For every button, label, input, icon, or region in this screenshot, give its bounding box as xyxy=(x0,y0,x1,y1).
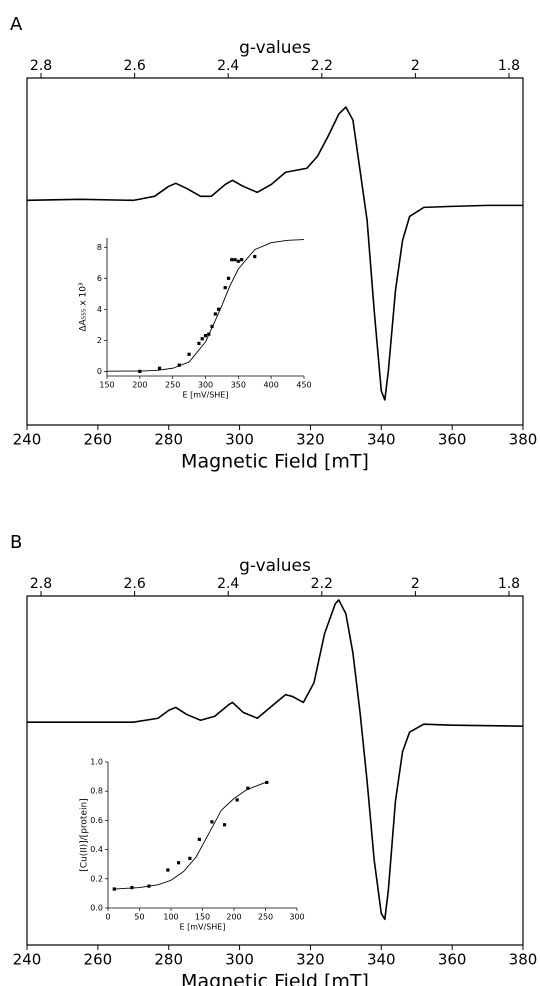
x-tick-label: 300 xyxy=(289,913,304,922)
plot-frame xyxy=(26,595,524,946)
data-point xyxy=(222,823,227,827)
x-tick-label: 0 xyxy=(105,913,110,922)
y-tick-label: 1.0 xyxy=(90,758,103,767)
data-point xyxy=(166,868,170,872)
x-tick-label: 280 xyxy=(154,951,183,969)
data-point xyxy=(223,286,227,290)
x-tick-label: 250 xyxy=(165,381,180,390)
x-tick-label: 450 xyxy=(296,381,311,390)
x2-tick-label: 2.6 xyxy=(123,58,145,74)
y-tick-label: 4 xyxy=(97,305,102,314)
x-tick-label: 250 xyxy=(258,913,273,922)
x-tick-label: 100 xyxy=(163,913,178,922)
panel-label: A xyxy=(10,14,23,35)
fit-line xyxy=(114,782,266,890)
x-tick-label: 240 xyxy=(13,431,42,449)
x2-tick-label: 1.8 xyxy=(498,576,520,592)
plot-frame xyxy=(26,77,524,426)
data-point xyxy=(200,337,204,341)
y-tick-label: 0.8 xyxy=(90,787,103,796)
data-point xyxy=(210,820,214,824)
x-tick-label: 150 xyxy=(99,381,114,390)
x-tick-label: 320 xyxy=(296,951,325,969)
x2-tick-label: 2.8 xyxy=(30,58,52,74)
data-point xyxy=(112,887,116,891)
x-tick-label: 50 xyxy=(134,913,144,922)
x2-axis-title: g-values xyxy=(239,556,311,576)
x2-tick-label: 2.6 xyxy=(123,576,145,592)
y-tick-label: 2 xyxy=(97,336,102,345)
x-tick-label: 340 xyxy=(367,951,396,969)
x-tick-label: 260 xyxy=(84,431,113,449)
data-point xyxy=(177,363,181,367)
spectrum-line xyxy=(27,599,524,921)
x-tick-label: 300 xyxy=(225,951,254,969)
data-point xyxy=(197,341,201,346)
y-tick-label: 0.6 xyxy=(90,816,103,825)
x2-tick-label: 2 xyxy=(411,576,420,592)
x2-tick-label: 2.4 xyxy=(217,58,239,74)
x-axis-title: E [mV/SHE] xyxy=(180,923,226,932)
data-point xyxy=(236,259,240,263)
x-tick-label: 260 xyxy=(84,951,113,969)
data-point xyxy=(197,837,201,841)
x2-tick-label: 2.2 xyxy=(311,58,333,74)
y-tick-label: 0.4 xyxy=(90,845,103,854)
x2-tick-label: 1.8 xyxy=(498,58,520,74)
x2-tick-label: 2 xyxy=(411,58,420,74)
data-point xyxy=(210,324,214,328)
x2-axis-title: g-values xyxy=(239,38,311,58)
x-axis-title: Magnetic Field [mT] xyxy=(181,971,369,986)
x-tick-label: 300 xyxy=(198,381,213,390)
data-point xyxy=(265,780,269,785)
data-point xyxy=(246,786,250,790)
x-tick-label: 360 xyxy=(438,431,467,449)
data-point xyxy=(157,366,162,370)
y-tick-label: 6 xyxy=(97,274,102,283)
panel-label: B xyxy=(10,532,22,553)
y-axis-title: [Cu(II)]/[protein] xyxy=(80,798,90,871)
x-tick-label: 280 xyxy=(154,431,183,449)
data-point xyxy=(233,258,237,262)
x-tick-label: 150 xyxy=(195,913,210,922)
data-point xyxy=(188,856,192,860)
x2-tick-label: 2.4 xyxy=(217,576,239,592)
y-tick-label: 0.0 xyxy=(90,904,103,913)
x-tick-label: 380 xyxy=(509,431,538,449)
x2-tick-label: 2.2 xyxy=(311,576,333,592)
x-tick-label: 200 xyxy=(132,381,147,390)
data-point xyxy=(253,255,257,259)
x-axis-title: E [mV/SHE] xyxy=(183,391,229,400)
data-point xyxy=(235,798,239,802)
x-axis-title: Magnetic Field [mT] xyxy=(181,451,369,473)
x2-tick-label: 2.8 xyxy=(30,576,52,592)
x-tick-label: 340 xyxy=(367,431,396,449)
y-tick-label: 0.2 xyxy=(90,874,103,883)
data-point xyxy=(226,276,231,280)
x-tick-label: 380 xyxy=(509,951,538,969)
data-point xyxy=(187,352,191,356)
data-point xyxy=(230,258,234,262)
data-point xyxy=(176,861,181,865)
x-tick-label: 320 xyxy=(296,431,325,449)
y-tick-label: 8 xyxy=(97,243,102,252)
spectrum-line xyxy=(26,106,523,401)
x-tick-label: 360 xyxy=(438,951,467,969)
x-tick-label: 300 xyxy=(225,431,254,449)
x-tick-label: 400 xyxy=(264,381,279,390)
y-tick-label: 0 xyxy=(97,367,102,376)
x-tick-label: 350 xyxy=(231,381,246,390)
y-axis-title: ΔA₅₅₅ x 10³ xyxy=(79,282,89,332)
x-tick-label: 240 xyxy=(13,951,42,969)
data-point xyxy=(213,312,217,316)
x-tick-label: 200 xyxy=(226,913,241,922)
fit-line xyxy=(106,239,305,372)
data-point xyxy=(240,258,244,262)
data-point xyxy=(203,334,208,338)
data-point xyxy=(217,307,221,311)
